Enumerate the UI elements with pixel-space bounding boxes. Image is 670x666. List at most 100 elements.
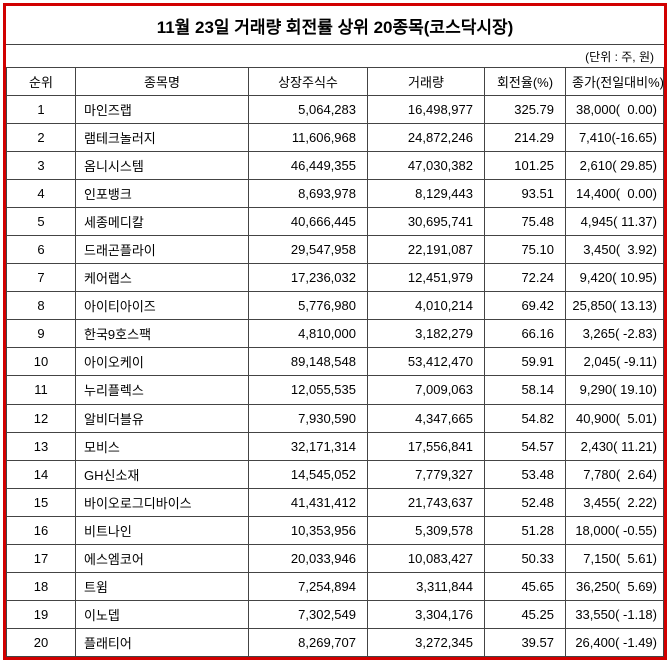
table-row: 19 이노뎁 7,302,549 3,304,176 45.25 33,550( -1.1…: [6, 599, 664, 629]
closing-price-cell: 3,450( 3.92): [565, 235, 664, 265]
closing-price-cell: 14,400( 0.00): [565, 179, 664, 209]
closing-price-cell: 33,550( -1.18): [565, 599, 664, 629]
rank-cell: 15: [6, 487, 76, 517]
turnover-rate-cell: 69.42: [484, 291, 566, 321]
unit-note: (단위 : 주, 원): [585, 50, 654, 64]
closing-price-cell: 9,420( 10.95): [565, 263, 664, 293]
stock-name-cell: 이노뎁: [75, 599, 249, 629]
rank-cell: 18: [6, 571, 76, 601]
closing-price-cell: 2,610( 29.85): [565, 151, 664, 181]
table-row: 3 옴니시스템 46,449,355 47,030,382 101.25 2,610( 2…: [6, 151, 664, 181]
table-row: 6 드래곤플라이 29,547,958 22,191,087 75.10 3,450( 3…: [6, 235, 664, 265]
stock-name-cell: 알비더블유: [75, 403, 249, 433]
listed-shares-cell: 29,547,958: [248, 235, 368, 265]
turnover-rate-cell: 59.91: [484, 347, 566, 377]
closing-price-cell: 25,850( 13.13): [565, 291, 664, 321]
listed-shares-cell: 20,033,946: [248, 543, 368, 573]
stock-name-cell: 누리플렉스: [75, 375, 249, 405]
stock-name-cell: 세종메디칼: [75, 207, 249, 237]
turnover-rate-cell: 58.14: [484, 375, 566, 405]
table-row: 18 트윔 7,254,894 3,311,844 45.65 36,250( 5.69): [6, 571, 664, 601]
turnover-rate-cell: 39.57: [484, 627, 566, 658]
rank-cell: 3: [6, 151, 76, 181]
closing-price-cell: 7,410(-16.65): [565, 123, 664, 153]
listed-shares-cell: 7,254,894: [248, 571, 368, 601]
closing-price-cell: 7,150( 5.61): [565, 543, 664, 573]
listed-shares-cell: 8,269,707: [248, 627, 368, 658]
turnover-rate-cell: 45.65: [484, 571, 566, 601]
stock-name-cell: 바이오로그디바이스: [75, 487, 249, 517]
listed-shares-cell: 14,545,052: [248, 459, 368, 489]
rank-cell: 9: [6, 319, 76, 349]
turnover-rate-cell: 50.33: [484, 543, 566, 573]
rank-cell: 1: [6, 94, 76, 125]
turnover-rate-cell: 66.16: [484, 319, 566, 349]
volume-cell: 53,412,470: [367, 347, 485, 377]
volume-cell: 5,309,578: [367, 515, 485, 545]
table-row: 17 에스엠코어 20,033,946 10,083,427 50.33 7,150( 5…: [6, 543, 664, 573]
turnover-rate-cell: 214.29: [484, 123, 566, 153]
turnover-rate-cell: 51.28: [484, 515, 566, 545]
closing-price-header: 종가(전일대비%): [565, 67, 664, 96]
table-row: 8 아이티아이즈 5,776,980 4,010,214 69.42 25,850( 13…: [6, 291, 664, 321]
listed-shares-cell: 5,064,283: [248, 94, 368, 125]
closing-price-cell: 9,290( 19.10): [565, 375, 664, 405]
volume-cell: 7,779,327: [367, 459, 485, 489]
rank-cell: 11: [6, 375, 76, 405]
volume-cell: 24,872,246: [367, 123, 485, 153]
stock-name-cell: 옴니시스템: [75, 151, 249, 181]
turnover-rate-cell: 45.25: [484, 599, 566, 629]
turnover-rate-cell: 53.48: [484, 459, 566, 489]
header-row: 순위 종목명 상장주식수 거래량 회전율(%) 종가(전일대비%): [6, 67, 664, 96]
stock-name-cell: 한국9호스팩: [75, 319, 249, 349]
rank-cell: 6: [6, 235, 76, 265]
stock-name-cell: GH신소재: [75, 459, 249, 489]
stock-name-cell: 플래티어: [75, 627, 249, 658]
closing-price-cell: 38,000( 0.00): [565, 94, 664, 125]
volume-cell: 30,695,741: [367, 207, 485, 237]
table-row: 15 바이오로그디바이스 41,431,412 21,743,637 52.48 3,45…: [6, 487, 664, 517]
stock-name-cell: 인포뱅크: [75, 179, 249, 209]
closing-price-cell: 36,250( 5.69): [565, 571, 664, 601]
turnover-rate-header: 회전율(%): [484, 67, 566, 96]
table-row: 1 마인즈랩 5,064,283 16,498,977 325.79 38,000( 0.…: [6, 94, 664, 125]
stock-name-cell: 케어랩스: [75, 263, 249, 293]
volume-cell: 4,347,665: [367, 403, 485, 433]
volume-header: 거래량: [367, 67, 485, 96]
volume-cell: 3,304,176: [367, 599, 485, 629]
closing-price-cell: 26,400( -1.49): [565, 627, 664, 658]
rank-cell: 16: [6, 515, 76, 545]
table-row: 5 세종메디칼 40,666,445 30,695,741 75.48 4,945( 11…: [6, 207, 664, 237]
turnover-rate-cell: 52.48: [484, 487, 566, 517]
turnover-rate-cell: 101.25: [484, 151, 566, 181]
table-row: 10 아이오케이 89,148,548 53,412,470 59.91 2,045( -…: [6, 347, 664, 377]
stock-name-cell: 에스엠코어: [75, 543, 249, 573]
rank-cell: 19: [6, 599, 76, 629]
stock-name-header: 종목명: [75, 67, 249, 96]
volume-cell: 3,311,844: [367, 571, 485, 601]
table-row: 11 누리플렉스 12,055,535 7,009,063 58.14 9,290( 19…: [6, 375, 664, 405]
turnover-rate-cell: 75.48: [484, 207, 566, 237]
stock-name-cell: 아이오케이: [75, 347, 249, 377]
listed-shares-cell: 7,930,590: [248, 403, 368, 433]
closing-price-cell: 18,000( -0.55): [565, 515, 664, 545]
closing-price-cell: 7,780( 2.64): [565, 459, 664, 489]
table-row: 16 비트나인 10,353,956 5,309,578 51.28 18,000( -0…: [6, 515, 664, 545]
volume-cell: 8,129,443: [367, 179, 485, 209]
volume-cell: 16,498,977: [367, 94, 485, 125]
volume-cell: 22,191,087: [367, 235, 485, 265]
table-row: 12 알비더블유 7,930,590 4,347,665 54.82 40,900( 5.…: [6, 403, 664, 433]
closing-price-cell: 2,045( -9.11): [565, 347, 664, 377]
table-row: 2 램테크놀러지 11,606,968 24,872,246 214.29 7,410(-…: [6, 123, 664, 153]
table-row: 14 GH신소재 14,545,052 7,779,327 53.48 7,780( 2.…: [6, 459, 664, 489]
rank-cell: 17: [6, 543, 76, 573]
stock-table: 순위 종목명 상장주식수 거래량 회전율(%) 종가(전일대비%) 1 마인즈랩 5,064,2…: [6, 67, 664, 658]
page-title: 11월 23일 거래량 회전률 상위 20종목(코스닥시장): [6, 6, 664, 45]
closing-price-cell: 4,945( 11.37): [565, 207, 664, 237]
turnover-rate-cell: 75.10: [484, 235, 566, 265]
listed-shares-cell: 8,693,978: [248, 179, 368, 209]
rank-cell: 14: [6, 459, 76, 489]
rank-header: 순위: [6, 67, 76, 96]
volume-cell: 7,009,063: [367, 375, 485, 405]
volume-cell: 17,556,841: [367, 431, 485, 461]
